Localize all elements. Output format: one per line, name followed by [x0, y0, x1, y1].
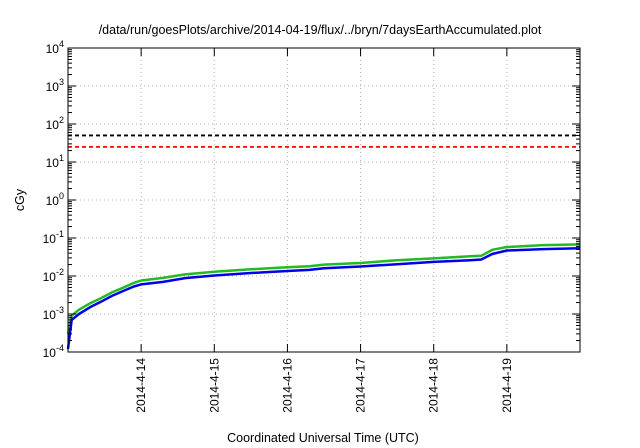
y-tick-exponent: -4 — [56, 343, 64, 353]
y-tick-label: 10-2 — [43, 267, 64, 284]
y-tick-base: 10 — [46, 42, 60, 56]
y-tick-label: 10-3 — [43, 305, 64, 322]
reference-lines — [68, 134, 580, 148]
y-tick-label: 103 — [46, 77, 64, 94]
y-tick-base: 10 — [43, 346, 57, 360]
grid — [68, 48, 580, 352]
x-tick-label: 2014-4-19 — [500, 358, 514, 413]
y-tick-base: 10 — [43, 270, 57, 284]
x-tick-label: 2014-4-17 — [354, 358, 368, 413]
series-line-1 — [66, 243, 581, 335]
y-tick-exponent: 4 — [59, 39, 64, 49]
y-tick-label: 102 — [46, 115, 64, 132]
y-tick-exponent: 3 — [59, 77, 64, 87]
y-tick-base: 10 — [46, 118, 60, 132]
x-tick-labels: 2014-4-14 2014-4-15 2014-4-16 2014-4-17 2014… — [134, 358, 514, 413]
y-tick-exponent: 0 — [59, 191, 64, 201]
y-tick-exponent: 2 — [59, 115, 64, 125]
x-axis-label: Coordinated Universal Time (UTC) — [227, 431, 419, 445]
y-tick-exponent: -2 — [56, 267, 64, 277]
y-tick-label: 10-1 — [43, 229, 64, 246]
x-tick-label: 2014-4-16 — [280, 358, 294, 413]
x-tick-label: 2014-4-15 — [207, 358, 221, 413]
y-tick-base: 10 — [46, 194, 60, 208]
x-tick-label: 2014-4-18 — [427, 358, 441, 413]
y-tick-label: 10-4 — [43, 343, 64, 360]
y-tick-base: 10 — [46, 156, 60, 170]
x-tick-label: 2014-4-14 — [134, 358, 148, 413]
ticks — [68, 47, 580, 353]
y-tick-exponent: 1 — [59, 153, 64, 163]
y-tick-base: 10 — [43, 308, 57, 322]
chart-title: /data/run/goesPlots/archive/2014-04-19/f… — [99, 23, 542, 37]
y-tick-label: 101 — [46, 153, 64, 170]
y-tick-label: 104 — [46, 39, 64, 56]
series-lines — [66, 243, 581, 350]
y-tick-base: 10 — [43, 232, 57, 246]
y-tick-exponent: -3 — [56, 305, 64, 315]
y-tick-label: 100 — [46, 191, 64, 208]
y-tick-exponent: -1 — [56, 229, 64, 239]
series-line-2 — [66, 246, 581, 350]
y-tick-base: 10 — [46, 80, 60, 94]
y-axis-label: cGy — [13, 188, 27, 211]
